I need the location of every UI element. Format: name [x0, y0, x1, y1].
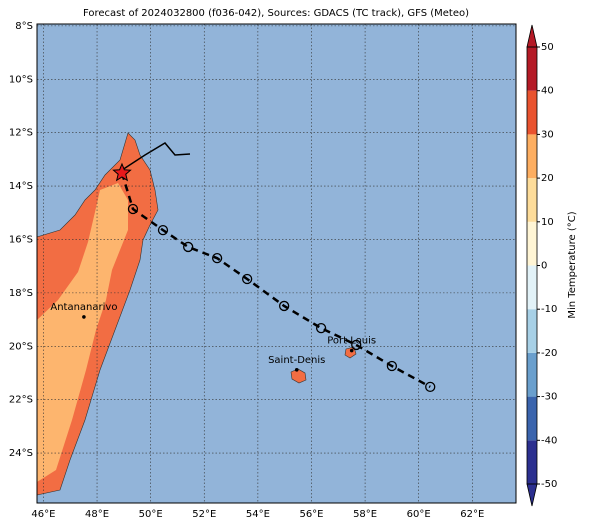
colorbar-label: Min Temperature (°C): [567, 211, 578, 318]
track-history: [121, 142, 191, 171]
land: [36, 132, 357, 496]
colorbar-bin: [527, 309, 537, 353]
track-point: [315, 322, 327, 334]
frame: [36, 23, 517, 504]
y-tick-label: 18°S: [9, 288, 33, 299]
colorbar-bin: [527, 47, 537, 91]
chart-title: Forecast of 2024032800 (f036-042), Sourc…: [83, 8, 469, 19]
city-dot: [82, 315, 86, 319]
colorbar-bin: [527, 265, 537, 310]
colorbar-bin: [527, 134, 537, 179]
colorbar-bin: [527, 352, 537, 397]
colorbar-tick-label: -20: [541, 348, 557, 359]
x-tick-label: 54°E: [246, 509, 270, 520]
colorbar-bin: [527, 90, 537, 135]
track-point: [386, 360, 398, 372]
y-tick-label: 16°S: [9, 234, 33, 245]
colorbar-bin: [527, 396, 537, 441]
colorbar-tick-label: -10: [541, 304, 557, 315]
y-tick-label: 14°S: [9, 181, 33, 192]
y-tick-label: 20°S: [9, 341, 33, 352]
colorbar-bin: [527, 221, 537, 266]
colorbar-extend-top: [526, 24, 538, 48]
colorbar-tick-label: 0: [541, 261, 547, 272]
colorbar-tick-label: -40: [541, 435, 557, 446]
x-tick-label: 50°E: [139, 509, 163, 520]
track-line: [120, 172, 431, 388]
interior: [37, 183, 128, 482]
colorbar-tick-label: 10: [541, 217, 554, 228]
x-tick-label: 58°E: [353, 509, 377, 520]
x-tick-label: 62°E: [460, 509, 484, 520]
track-point: [127, 203, 139, 215]
colorbar-bin: [527, 178, 537, 222]
y-tick-label: 22°S: [9, 395, 33, 406]
track-start: [112, 162, 132, 182]
track-point: [351, 339, 362, 351]
colorbar-extend-bottom: [526, 483, 538, 507]
x-tick-label: 48°E: [85, 509, 109, 520]
y-tick-label: 10°S: [9, 74, 33, 85]
track-point: [183, 241, 194, 253]
y-tick-label: 12°S: [9, 128, 33, 139]
x-tick-label: 60°E: [407, 509, 431, 520]
track-point: [425, 381, 436, 393]
colorbar-tick-label: -30: [541, 392, 557, 403]
x-tick-label: 52°E: [192, 509, 216, 520]
x-tick-label: 46°E: [31, 509, 55, 520]
track-point: [241, 273, 253, 285]
colorbar-tick-label: 50: [541, 42, 554, 53]
city-label: Saint-Denis: [268, 355, 325, 366]
city-label: Port Louis: [327, 336, 376, 347]
colorbar-tick-label: 40: [541, 86, 554, 97]
track-point: [157, 224, 169, 236]
y-tick-label: 8°S: [15, 21, 33, 32]
x-tick-label: 56°E: [299, 509, 323, 520]
city-label: Antananarivo: [50, 302, 117, 313]
y-tick-label: 24°S: [9, 448, 33, 459]
colorbar-bin: [527, 440, 537, 484]
colorbar-tick-label: 20: [541, 173, 554, 184]
city-dot: [294, 367, 299, 372]
city-dot: [349, 348, 354, 353]
track-point: [211, 253, 223, 264]
colorbar-tick-label: 30: [541, 129, 554, 140]
track-point: [278, 300, 290, 312]
colorbar-tick-label: -50: [541, 479, 557, 490]
grid: [37, 24, 516, 503]
